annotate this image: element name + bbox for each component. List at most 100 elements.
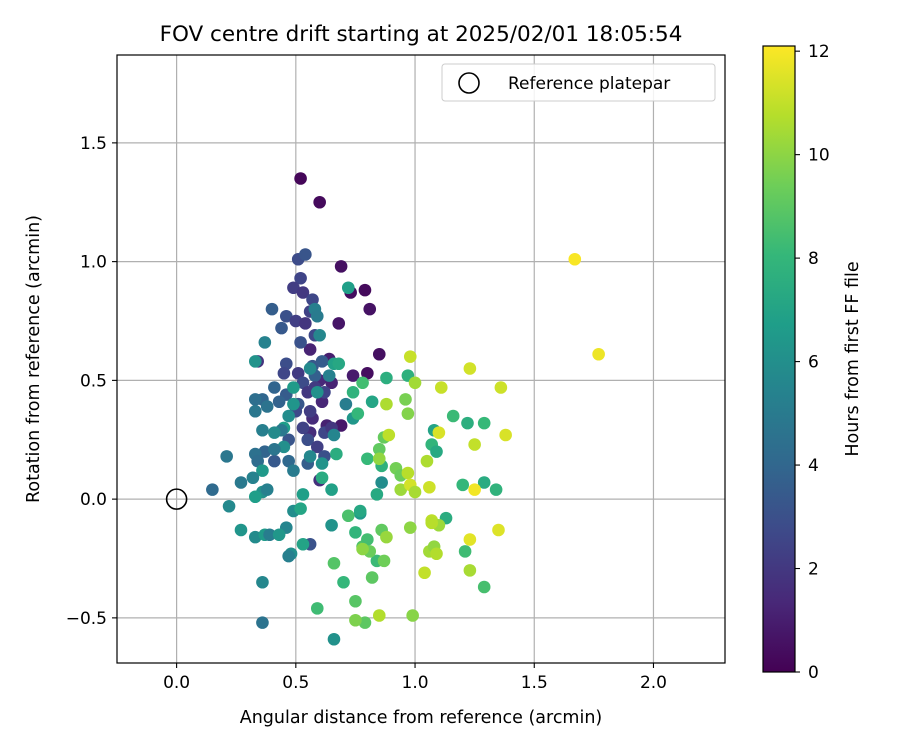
y-axis-ticks: −0.5 0.0 0.5 1.0 1.5 xyxy=(66,134,117,629)
y-tick-label: 1.5 xyxy=(80,134,107,154)
colorbar-tick-label: 10 xyxy=(808,146,830,166)
data-point xyxy=(279,309,293,323)
data-point xyxy=(268,442,281,456)
data-point xyxy=(260,400,274,413)
chart-title: FOV centre drift starting at 2025/02/01 … xyxy=(160,22,683,47)
data-point xyxy=(313,195,326,209)
data-point xyxy=(303,404,317,418)
data-point xyxy=(275,321,288,335)
data-point xyxy=(303,450,317,463)
data-point xyxy=(258,445,272,458)
data-point xyxy=(372,452,386,466)
data-point xyxy=(334,260,348,273)
data-point xyxy=(380,397,393,411)
data-point xyxy=(272,528,286,542)
data-point xyxy=(337,575,350,589)
data-point xyxy=(361,533,374,546)
data-point xyxy=(358,616,372,629)
data-point xyxy=(272,395,286,409)
data-point xyxy=(260,483,274,496)
data-point xyxy=(310,440,324,454)
data-point xyxy=(268,381,281,394)
data-point xyxy=(370,488,384,501)
data-point xyxy=(294,172,307,185)
data-point xyxy=(351,407,365,420)
data-point xyxy=(206,483,219,496)
data-point xyxy=(423,480,436,494)
data-point xyxy=(296,286,310,299)
data-point xyxy=(289,314,303,328)
data-point xyxy=(265,302,279,316)
data-point xyxy=(403,350,417,363)
data-point xyxy=(256,575,269,589)
colorbar-tick-label: 4 xyxy=(808,456,819,476)
data-point xyxy=(361,452,374,466)
data-point xyxy=(313,328,326,342)
data-point xyxy=(310,385,324,399)
data-point xyxy=(256,423,269,437)
plot-area-frame xyxy=(116,54,726,664)
data-point xyxy=(468,438,481,451)
data-point xyxy=(420,454,434,468)
data-points xyxy=(206,172,605,646)
data-point xyxy=(341,281,355,295)
data-point xyxy=(434,381,448,394)
data-point xyxy=(399,393,412,406)
data-point xyxy=(349,526,362,539)
data-point xyxy=(296,488,310,501)
data-point xyxy=(418,566,431,580)
x-tick-label: 0.5 xyxy=(282,673,309,693)
y-tick-label: 1.0 xyxy=(80,253,107,273)
data-point xyxy=(334,419,348,432)
data-point xyxy=(256,616,269,629)
data-point xyxy=(282,549,295,563)
colorbar-tick-label: 6 xyxy=(808,353,819,373)
colorbar-frame xyxy=(762,45,796,673)
data-point xyxy=(325,483,338,496)
data-point xyxy=(327,632,341,646)
data-point xyxy=(380,371,393,385)
data-point xyxy=(365,571,379,584)
data-point xyxy=(339,397,353,411)
data-point xyxy=(492,523,505,537)
data-point xyxy=(315,355,329,368)
legend-reference-marker xyxy=(458,72,480,94)
data-point xyxy=(477,580,491,594)
data-point xyxy=(303,343,317,356)
data-point xyxy=(330,447,343,461)
colorbar-label: Hours from first FF file xyxy=(843,261,863,456)
data-point xyxy=(287,464,300,477)
data-point xyxy=(251,454,264,468)
data-point xyxy=(299,317,312,330)
data-point xyxy=(463,362,477,375)
data-point xyxy=(458,545,472,558)
x-tick-label: 1.5 xyxy=(521,673,548,693)
data-point xyxy=(477,416,491,430)
reference-point xyxy=(165,488,188,510)
data-point xyxy=(382,428,396,442)
data-point xyxy=(356,542,369,556)
data-point xyxy=(401,466,415,480)
legend-entry-reference-platepar: Reference platepar xyxy=(508,74,670,94)
data-point xyxy=(268,426,281,439)
data-point xyxy=(258,336,272,349)
data-point xyxy=(277,366,291,380)
data-point xyxy=(287,281,300,295)
data-point xyxy=(463,533,477,546)
reference-platepar-marker xyxy=(165,488,188,510)
data-point xyxy=(494,381,508,394)
data-point xyxy=(358,283,372,297)
data-point xyxy=(332,317,346,330)
data-point xyxy=(489,483,503,496)
data-point xyxy=(294,336,307,349)
colorbar-tick-label: 8 xyxy=(808,249,819,269)
data-point xyxy=(461,416,474,430)
y-tick-label: −0.5 xyxy=(66,609,107,629)
y-axis-label: Rotation from reference (arcmin) xyxy=(24,215,44,503)
data-point xyxy=(349,594,362,608)
data-point xyxy=(401,407,415,420)
data-point xyxy=(477,476,491,489)
data-point xyxy=(291,366,305,380)
data-point xyxy=(425,516,439,530)
